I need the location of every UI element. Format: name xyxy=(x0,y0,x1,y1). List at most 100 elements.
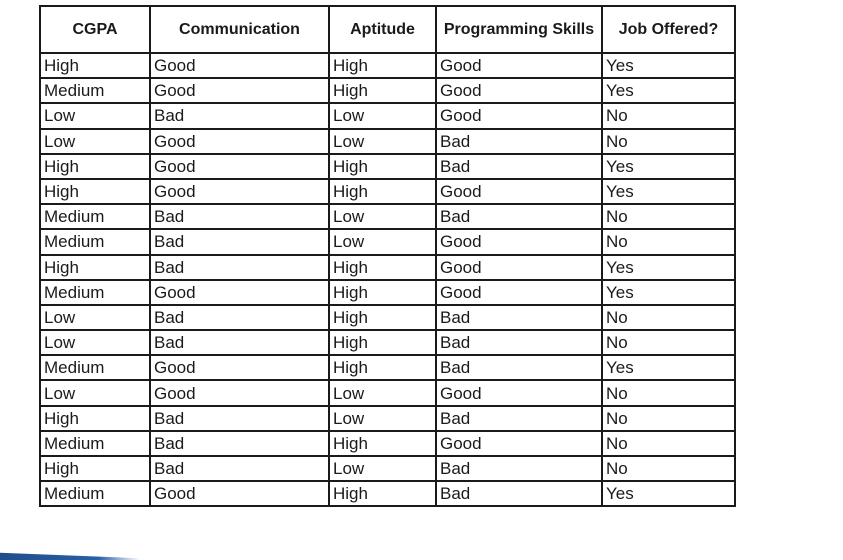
header-aptitude: Aptitude xyxy=(328,5,437,54)
cell-aptitude: Low xyxy=(328,404,437,432)
cell-aptitude: High xyxy=(328,152,437,180)
table-row: Low Bad High Bad No xyxy=(39,303,736,332)
cell-programming-skills: Bad xyxy=(435,127,603,155)
table-row: Medium Good High Bad Yes xyxy=(39,354,736,382)
cell-communication: Good xyxy=(149,278,330,306)
cell-programming-skills: Bad xyxy=(435,480,603,508)
table-row: Low Bad High Bad No xyxy=(39,329,736,357)
cell-job-offered: No xyxy=(601,102,736,130)
cell-aptitude: Low xyxy=(328,454,437,483)
cell-job-offered: Yes xyxy=(601,51,736,80)
table-row: High Bad High Good Yes xyxy=(39,253,736,281)
cell-programming-skills: Bad xyxy=(435,404,603,432)
cell-programming-skills: Good xyxy=(435,102,603,130)
table-row: Low Good Low Bad No xyxy=(39,127,736,155)
table-row: High Bad Low Bad No xyxy=(39,404,736,432)
cell-job-offered: Yes xyxy=(601,177,736,206)
cell-cgpa: Medium xyxy=(39,77,151,105)
cell-job-offered: No xyxy=(601,329,736,357)
cell-communication: Good xyxy=(149,77,330,105)
cell-cgpa: High xyxy=(39,404,151,432)
cell-aptitude: High xyxy=(328,253,437,281)
cell-cgpa: Low xyxy=(39,303,151,332)
cell-job-offered: Yes xyxy=(601,278,736,306)
cell-cgpa: High xyxy=(39,152,151,180)
cell-cgpa: Medium xyxy=(39,354,151,382)
table-row: Low Bad Low Good No xyxy=(39,102,736,130)
cell-aptitude: High xyxy=(328,303,437,332)
cell-cgpa: Medium xyxy=(39,203,151,231)
cell-cgpa: Medium xyxy=(39,480,151,508)
cell-programming-skills: Good xyxy=(435,77,603,105)
cell-job-offered: No xyxy=(601,429,736,458)
cell-programming-skills: Bad xyxy=(435,152,603,180)
table-header-row: CGPA Communication Aptitude Programming … xyxy=(39,5,736,54)
cell-aptitude: Low xyxy=(328,102,437,130)
cell-aptitude: High xyxy=(328,77,437,105)
cell-job-offered: No xyxy=(601,228,736,256)
cell-communication: Bad xyxy=(149,404,330,432)
cell-communication: Bad xyxy=(149,228,330,256)
cell-job-offered: Yes xyxy=(601,77,736,105)
cell-programming-skills: Good xyxy=(435,278,603,306)
cell-communication: Good xyxy=(149,379,330,407)
cell-aptitude: Low xyxy=(328,203,437,231)
cell-programming-skills: Bad xyxy=(435,454,603,483)
table-row: High Good High Good Yes xyxy=(39,51,736,80)
cell-programming-skills: Bad xyxy=(435,303,603,332)
cell-cgpa: High xyxy=(39,51,151,80)
cell-communication: Good xyxy=(149,354,330,382)
cell-programming-skills: Good xyxy=(435,379,603,407)
job-offer-table: CGPA Communication Aptitude Programming … xyxy=(39,5,736,508)
cell-aptitude: High xyxy=(328,429,437,458)
cell-programming-skills: Good xyxy=(435,228,603,256)
cell-job-offered: No xyxy=(601,404,736,432)
table-row: Low Good Low Good No xyxy=(39,379,736,407)
cell-cgpa: High xyxy=(39,253,151,281)
table-row: Medium Good High Good Yes xyxy=(39,77,736,105)
cell-cgpa: High xyxy=(39,454,151,483)
cell-programming-skills: Good xyxy=(435,429,603,458)
slide-accent-bar xyxy=(0,552,140,560)
cell-aptitude: High xyxy=(328,329,437,357)
cell-cgpa: Medium xyxy=(39,228,151,256)
cell-cgpa: Low xyxy=(39,102,151,130)
cell-cgpa: High xyxy=(39,177,151,206)
cell-communication: Good xyxy=(149,177,330,206)
cell-job-offered: Yes xyxy=(601,354,736,382)
table-row: Medium Bad High Good No xyxy=(39,429,736,458)
cell-job-offered: No xyxy=(601,303,736,332)
cell-cgpa: Low xyxy=(39,329,151,357)
cell-programming-skills: Good xyxy=(435,51,603,80)
table-row: Medium Bad Low Good No xyxy=(39,228,736,256)
header-cgpa: CGPA xyxy=(39,5,151,54)
cell-programming-skills: Bad xyxy=(435,329,603,357)
cell-job-offered: Yes xyxy=(601,152,736,180)
cell-communication: Good xyxy=(149,480,330,508)
cell-aptitude: High xyxy=(328,480,437,508)
table-row: Medium Good High Bad Yes xyxy=(39,480,736,508)
cell-communication: Good xyxy=(149,152,330,180)
cell-communication: Bad xyxy=(149,303,330,332)
table-row: Medium Good High Good Yes xyxy=(39,278,736,306)
cell-programming-skills: Bad xyxy=(435,203,603,231)
header-communication: Communication xyxy=(149,5,330,54)
table-row: High Good High Bad Yes xyxy=(39,152,736,180)
cell-job-offered: No xyxy=(601,379,736,407)
cell-aptitude: High xyxy=(328,354,437,382)
cell-communication: Bad xyxy=(149,429,330,458)
cell-aptitude: High xyxy=(328,177,437,206)
cell-job-offered: No xyxy=(601,127,736,155)
cell-communication: Bad xyxy=(149,253,330,281)
cell-aptitude: Low xyxy=(328,228,437,256)
cell-aptitude: Low xyxy=(328,379,437,407)
cell-cgpa: Low xyxy=(39,127,151,155)
cell-communication: Bad xyxy=(149,329,330,357)
cell-cgpa: Medium xyxy=(39,429,151,458)
table-row: Medium Bad Low Bad No xyxy=(39,203,736,231)
cell-job-offered: Yes xyxy=(601,480,736,508)
table-row: High Bad Low Bad No xyxy=(39,454,736,483)
header-job-offered: Job Offered? xyxy=(601,5,736,54)
header-programming-skills: Programming Skills xyxy=(435,5,603,54)
